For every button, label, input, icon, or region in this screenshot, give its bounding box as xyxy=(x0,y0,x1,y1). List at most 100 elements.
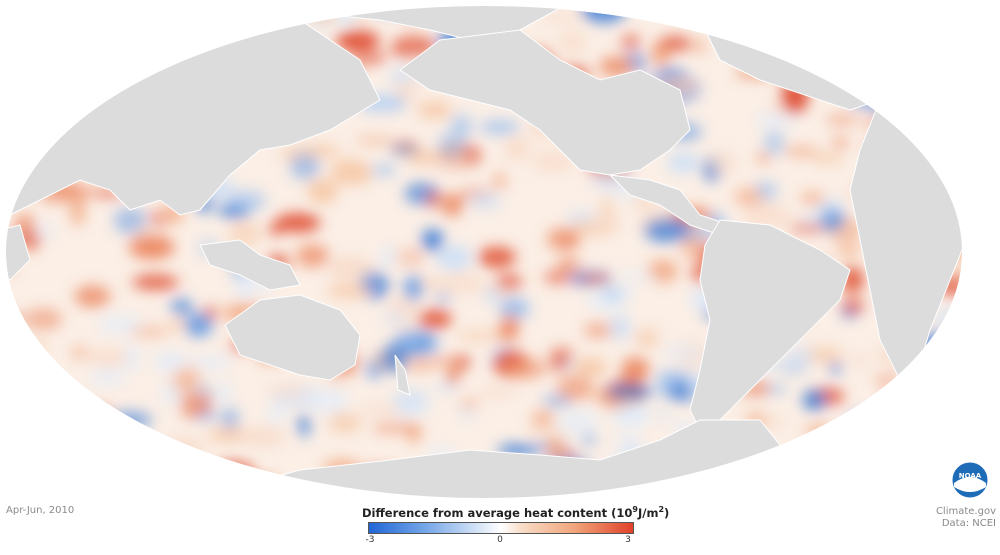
warm-anomaly-blob xyxy=(704,5,744,10)
warm-anomaly-blob xyxy=(74,285,111,308)
warm-anomaly-blob xyxy=(74,451,115,476)
cool-anomaly-blob xyxy=(235,286,253,298)
cool-anomaly-blob xyxy=(290,152,321,180)
legend-max-label: 3 xyxy=(625,534,631,545)
warm-anomaly-blob xyxy=(891,493,939,499)
warm-anomaly-blob xyxy=(90,405,111,425)
credit-site: Climate.gov xyxy=(935,506,996,517)
warm-anomaly-blob xyxy=(537,13,584,22)
warm-anomaly-blob xyxy=(943,386,963,410)
warm-anomaly-blob xyxy=(90,13,111,34)
warm-anomaly-blob xyxy=(130,326,168,337)
warm-anomaly-blob xyxy=(800,191,825,207)
warm-anomaly-blob xyxy=(456,355,470,370)
cool-anomaly-blob xyxy=(27,429,55,445)
warm-anomaly-blob xyxy=(914,5,947,10)
warm-anomaly-blob xyxy=(503,366,537,376)
warm-anomaly-blob xyxy=(543,270,574,284)
warm-anomaly-blob xyxy=(5,141,11,160)
warm-anomaly-blob xyxy=(593,213,622,232)
cool-anomaly-blob xyxy=(656,409,670,420)
unit-part: ) xyxy=(664,505,670,520)
warm-anomaly-blob xyxy=(167,320,186,331)
cool-anomaly-blob xyxy=(934,310,963,326)
warm-anomaly-blob xyxy=(497,325,519,342)
cool-anomaly-blob xyxy=(837,490,873,499)
warm-anomaly-blob xyxy=(42,402,82,425)
cool-anomaly-blob xyxy=(925,71,945,80)
land-antarctica xyxy=(99,419,901,499)
warm-anomaly-blob xyxy=(70,197,86,226)
warm-anomaly-blob xyxy=(908,0,934,5)
warm-anomaly-blob xyxy=(180,392,204,419)
warm-anomaly-blob xyxy=(841,298,865,314)
cool-anomaly-blob xyxy=(268,402,285,426)
warm-anomaly-blob xyxy=(556,259,581,270)
cool-anomaly-blob xyxy=(392,330,438,356)
credits: Climate.gov Data: NCEI xyxy=(936,506,996,530)
cool-anomaly-blob xyxy=(975,296,1000,311)
warm-anomaly-blob xyxy=(560,229,581,251)
warm-anomaly-blob xyxy=(267,224,283,236)
cool-anomaly-blob xyxy=(764,129,785,156)
warm-anomaly-blob xyxy=(43,5,62,14)
warm-anomaly-blob xyxy=(455,329,503,342)
cool-anomaly-blob xyxy=(615,436,642,447)
cool-anomaly-blob xyxy=(434,292,452,303)
warm-anomaly-blob xyxy=(5,416,36,428)
warm-anomaly-blob xyxy=(707,151,738,175)
unit-part: (10 xyxy=(611,505,633,520)
cool-anomaly-blob xyxy=(95,501,136,513)
warm-anomaly-blob xyxy=(426,156,469,173)
warm-anomaly-blob xyxy=(921,375,941,400)
warm-anomaly-blob xyxy=(556,375,594,401)
warm-anomaly-blob xyxy=(274,213,321,233)
warm-anomaly-blob xyxy=(129,235,175,260)
warm-anomaly-blob xyxy=(328,412,362,434)
color-legend: Difference from average heat content (10… xyxy=(362,505,669,546)
warm-anomaly-blob xyxy=(832,136,849,149)
cool-anomaly-blob xyxy=(437,131,466,159)
warm-anomaly-blob xyxy=(211,461,255,482)
warm-anomaly-blob xyxy=(910,430,951,456)
cool-anomaly-blob xyxy=(78,511,111,520)
warm-anomaly-blob xyxy=(955,195,963,206)
cool-anomaly-blob xyxy=(613,401,650,428)
warm-anomaly-blob xyxy=(371,421,419,434)
warm-anomaly-blob xyxy=(938,44,963,59)
warm-anomaly-blob xyxy=(834,246,862,255)
warm-anomaly-blob xyxy=(71,346,88,360)
cool-anomaly-blob xyxy=(436,245,472,271)
warm-anomaly-blob xyxy=(816,444,856,460)
warm-anomaly-blob xyxy=(680,232,704,260)
warm-anomaly-blob xyxy=(620,33,641,50)
warm-anomaly-blob xyxy=(272,493,313,499)
warm-anomaly-blob xyxy=(869,55,917,78)
cool-anomaly-blob xyxy=(450,114,473,138)
warm-anomaly-blob xyxy=(743,202,791,230)
cool-anomaly-blob xyxy=(333,5,358,26)
warm-anomaly-blob xyxy=(970,240,985,258)
cool-anomaly-blob xyxy=(5,409,22,432)
noaa-logo-text: NOAA xyxy=(959,472,982,480)
cool-anomaly-blob xyxy=(663,344,705,362)
warm-anomaly-blob xyxy=(936,89,956,111)
cool-anomaly-blob xyxy=(228,190,267,212)
cool-anomaly-blob xyxy=(644,218,688,243)
cool-anomaly-blob xyxy=(961,225,963,253)
warm-anomaly-blob xyxy=(5,62,36,71)
warm-anomaly-blob xyxy=(335,30,380,53)
warm-anomaly-blob xyxy=(792,452,818,477)
cool-anomaly-blob xyxy=(5,463,43,486)
warm-anomaly-blob xyxy=(756,152,771,163)
legend-title-text: Difference from average heat content xyxy=(362,505,608,520)
warm-anomaly-blob xyxy=(355,136,395,145)
warm-anomaly-blob xyxy=(267,384,307,397)
warm-anomaly-blob xyxy=(234,478,278,487)
cool-anomaly-blob xyxy=(724,512,743,529)
warm-anomaly-blob xyxy=(132,274,179,291)
warm-anomaly-blob xyxy=(393,322,416,332)
warm-anomaly-blob xyxy=(861,57,887,81)
cool-anomaly-blob xyxy=(382,312,408,323)
cool-anomaly-blob xyxy=(297,413,311,438)
